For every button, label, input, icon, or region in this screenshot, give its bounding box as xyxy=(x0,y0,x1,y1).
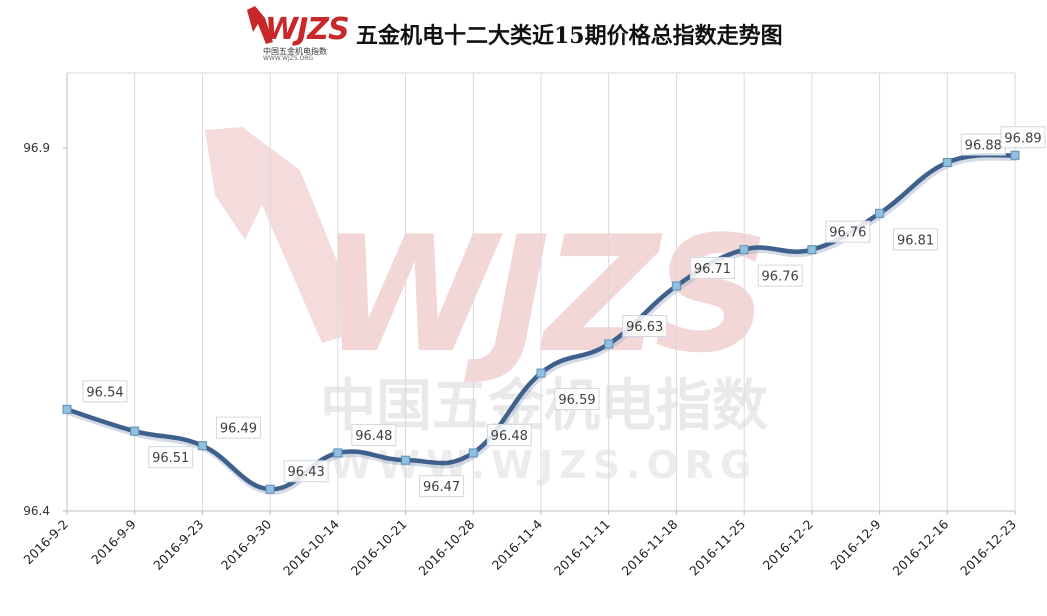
data-point xyxy=(401,455,411,465)
x-tick-label: 2016-10-21 xyxy=(348,517,410,579)
data-label-text: 96.89 xyxy=(1004,131,1041,146)
data-point xyxy=(536,368,546,378)
data-label-box xyxy=(215,416,261,439)
data-label: 96.71 xyxy=(689,256,735,279)
logo-arrow-icon xyxy=(247,6,273,44)
data-label-box xyxy=(825,220,871,243)
data-label: 96.47 xyxy=(419,475,465,498)
watermark-url-text: WWW.WJZS.ORG xyxy=(330,443,757,487)
data-label-text: 96.51 xyxy=(152,451,189,466)
x-tick-label: 2016-9-9 xyxy=(88,516,139,567)
header: WJZS 中国五金机电指数 WWW.WJZS.ORG 五金机电十二大类近15期价… xyxy=(0,0,1047,70)
data-point xyxy=(468,448,478,458)
data-label-box xyxy=(554,388,600,411)
data-label: 96.63 xyxy=(622,315,668,338)
y-tick-label: 96.9 xyxy=(23,141,50,155)
logo-text: WJZS xyxy=(265,12,350,47)
series-markers xyxy=(62,150,1020,494)
data-label-text: 96.88 xyxy=(965,139,1002,154)
x-tick-label: 2016-12-2 xyxy=(760,517,816,573)
data-point xyxy=(62,404,72,414)
data-label-text: 96.63 xyxy=(626,320,663,335)
x-tick-labels: 2016-9-2 2016-9-9 2016-9-23 2016-9-30 2016-1… xyxy=(20,511,1019,578)
data-point xyxy=(1010,150,1020,160)
data-label-box xyxy=(1000,126,1046,149)
data-label-text: 96.71 xyxy=(694,262,731,277)
logo: WJZS 中国五金机电指数 WWW.WJZS.ORG xyxy=(243,4,350,62)
data-label: 96.76 xyxy=(757,264,803,287)
x-tick-label: 2016-12-9 xyxy=(827,516,883,572)
x-tick-label: 2016-9-30 xyxy=(218,516,274,572)
data-label: 96.49 xyxy=(215,416,261,439)
y-tick-labels: 96.4 96.9 xyxy=(23,141,67,518)
data-label-text: 96.81 xyxy=(897,233,934,248)
data-point xyxy=(333,448,343,458)
data-point xyxy=(807,245,817,255)
data-label-box xyxy=(82,380,128,403)
y-tick-label: 96.4 xyxy=(23,504,50,518)
data-label-box xyxy=(622,315,668,338)
data-label-text: 96.49 xyxy=(220,422,257,437)
data-point xyxy=(739,245,749,255)
data-label-text: 96.54 xyxy=(86,385,123,400)
data-label: 96.81 xyxy=(893,228,939,251)
logo-subtitle: 中国五金机电指数 xyxy=(263,47,327,56)
data-point xyxy=(197,441,207,451)
data-label-text: 96.47 xyxy=(423,480,460,495)
data-label: 96.88 xyxy=(960,133,1006,156)
data-label: 96.59 xyxy=(554,388,600,411)
data-label-text: 96.48 xyxy=(355,429,392,444)
grid-lines xyxy=(66,72,1016,511)
watermark-arrow-icon xyxy=(205,127,365,343)
data-label-text: 96.59 xyxy=(558,393,595,408)
watermark: WJZS 中国五金机电指数 WWW.WJZS.ORG xyxy=(205,127,769,487)
x-tick-label: 2016-10-28 xyxy=(415,516,477,578)
data-label-box xyxy=(486,423,532,446)
data-label: 96.76 xyxy=(825,220,871,243)
data-label: 96.43 xyxy=(283,460,329,483)
data-label: 96.48 xyxy=(351,423,397,446)
data-label-text: 96.76 xyxy=(762,270,799,285)
data-label-box xyxy=(419,475,465,498)
data-label: 96.89 xyxy=(1000,126,1046,149)
x-tick-label: 2016-9-23 xyxy=(150,517,206,573)
data-point xyxy=(875,208,885,218)
data-label-text: 96.76 xyxy=(829,226,866,241)
data-label-box xyxy=(283,460,329,483)
data-label-box xyxy=(689,256,735,279)
data-label-box xyxy=(148,446,194,469)
data-point xyxy=(265,484,275,494)
x-tick-label: 2016-12-23 xyxy=(957,517,1019,579)
data-label: 96.54 xyxy=(82,380,128,403)
x-tick-label: 2016-11-25 xyxy=(686,517,748,579)
data-point xyxy=(604,339,614,349)
x-tick-label: 2016-9-2 xyxy=(20,517,71,568)
data-point xyxy=(671,281,681,291)
x-tick-label: 2016-11-11 xyxy=(551,517,613,579)
data-label-box xyxy=(351,423,397,446)
data-labels: 96.54 96.51 96.49 96.43 96.48 96.47 96.48 96.59… xyxy=(82,126,1046,498)
data-point xyxy=(130,426,140,436)
data-point xyxy=(942,158,952,168)
data-label-text: 96.43 xyxy=(288,465,325,480)
logo-url: WWW.WJZS.ORG xyxy=(263,55,314,62)
x-tick-label: 2016-12-16 xyxy=(889,516,951,578)
data-label-text: 96.48 xyxy=(491,429,528,444)
data-label-box xyxy=(757,264,803,287)
data-label: 96.48 xyxy=(486,423,532,446)
x-tick-label: 2016-11-4 xyxy=(489,516,545,572)
watermark-logo-text: WJZS xyxy=(320,201,763,388)
data-label: 96.51 xyxy=(148,446,194,469)
x-tick-label: 2016-11-18 xyxy=(619,516,681,578)
data-label-box xyxy=(893,228,939,251)
chart-title: 五金机电十二大类近15期价格总指数走势图 xyxy=(356,23,783,49)
x-tick-label: 2016-10-14 xyxy=(280,516,342,578)
